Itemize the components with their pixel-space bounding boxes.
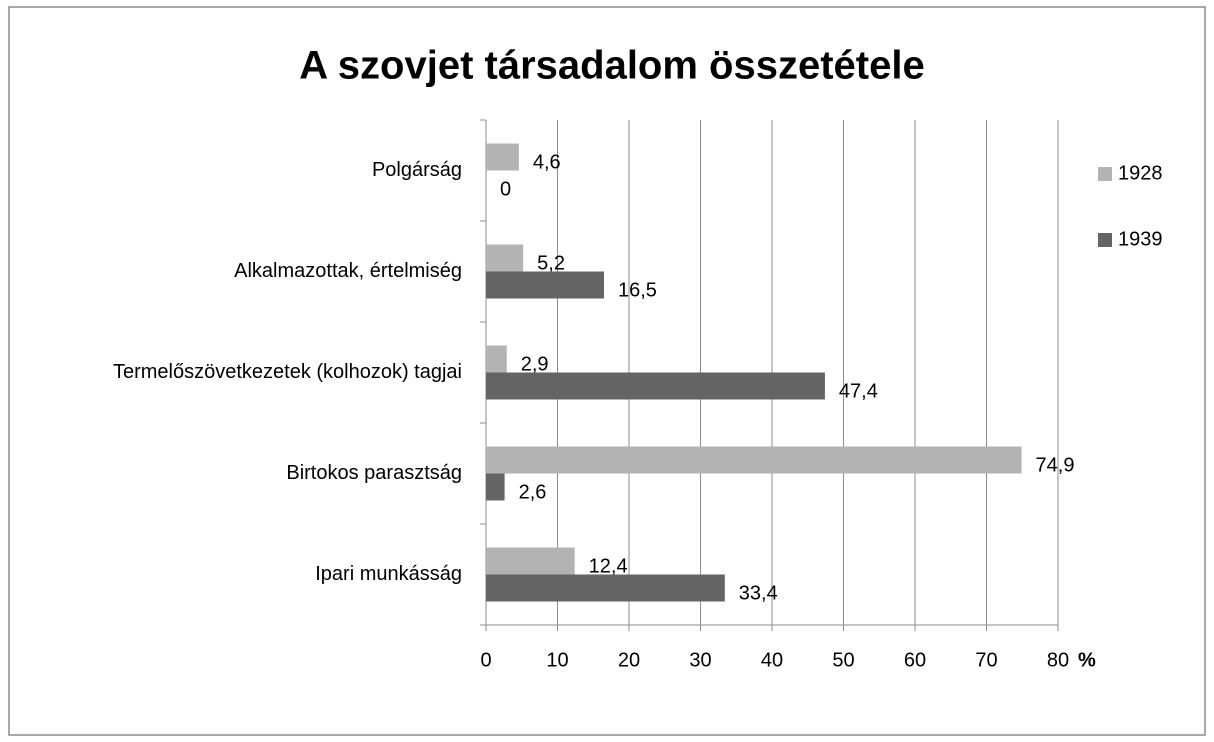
chart-frame (8, 6, 1206, 736)
bar (486, 473, 505, 501)
x-tick-label: 40 (761, 649, 783, 671)
value-label: 74,9 (1036, 454, 1075, 476)
x-tick-label: 50 (832, 649, 854, 671)
x-tick-label: 10 (546, 649, 568, 671)
x-tick-label: 0 (480, 649, 491, 671)
chart-title: A szovjet társadalom összetétele (299, 44, 924, 88)
legend-label: 1928 (1118, 162, 1163, 184)
value-label: 2,9 (521, 353, 549, 375)
value-label: 47,4 (839, 380, 878, 402)
bar (486, 271, 604, 299)
x-tick-label: 20 (618, 649, 640, 671)
legend-swatch (1098, 167, 1112, 181)
y-tick-label: Alkalmazottak, értelmiség (234, 260, 462, 282)
bar (486, 547, 575, 575)
bar (486, 372, 825, 400)
x-tick-label: 30 (689, 649, 711, 671)
x-tick-label: 70 (975, 649, 997, 671)
y-tick-label: Birtokos parasztság (286, 462, 462, 484)
value-label: 2,6 (519, 481, 547, 503)
y-tick-label: Ipari munkásság (315, 563, 462, 585)
x-tick-label: 80 (1047, 649, 1069, 671)
value-label: 12,4 (589, 555, 628, 577)
x-axis-label: % (1078, 649, 1096, 671)
y-tick-label: Polgárság (372, 159, 462, 181)
value-label: 4,6 (533, 151, 561, 173)
bar (486, 574, 725, 602)
value-label: 33,4 (739, 582, 778, 604)
value-label: 16,5 (618, 279, 657, 301)
value-label: 5,2 (537, 252, 565, 274)
bar (486, 244, 524, 272)
y-tick-label: Termelőszövetkezetek (kolhozok) tagjai (113, 361, 462, 383)
bar (486, 143, 519, 171)
legend-label: 1939 (1118, 228, 1163, 250)
legend-swatch (1098, 233, 1112, 247)
x-tick-label: 60 (904, 649, 926, 671)
bar (486, 446, 1022, 474)
value-label: 0 (500, 178, 511, 200)
bar (486, 345, 507, 373)
